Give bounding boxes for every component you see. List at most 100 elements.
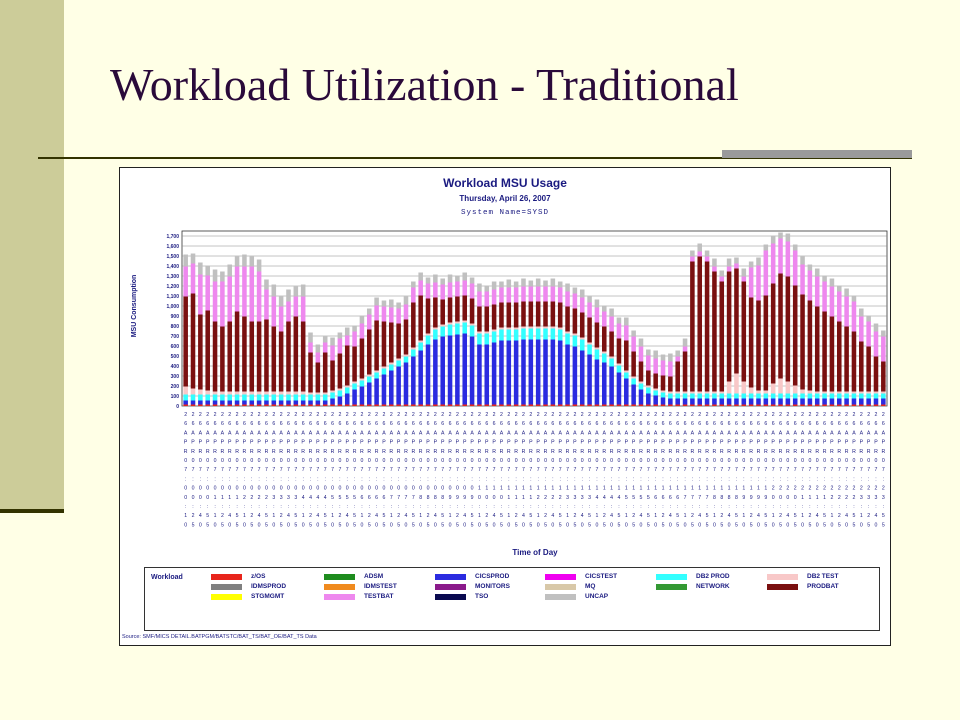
x-tick-char: 6 <box>287 421 290 427</box>
x-tick-char: : <box>258 504 259 510</box>
x-tick-char: : <box>743 504 744 510</box>
x-tick-char: 0 <box>441 486 444 492</box>
x-tick-char: A <box>661 430 665 436</box>
x-tick-char: R <box>837 449 841 455</box>
bar-segment <box>851 331 857 392</box>
x-tick-char: 6 <box>698 421 701 427</box>
bar-segment <box>455 281 460 297</box>
x-tick-char: 3 <box>588 495 591 501</box>
bar-segment <box>499 327 504 330</box>
x-tick-char: 5 <box>808 522 811 528</box>
x-tick-char: A <box>544 430 548 436</box>
y-axis-title: MSU Consumption <box>131 275 138 338</box>
x-tick-char: 0 <box>507 522 510 528</box>
bar-segment <box>271 394 277 401</box>
x-tick-char: 5 <box>559 513 562 519</box>
x-tick-char: 7 <box>434 467 437 473</box>
bar-segment <box>550 404 556 406</box>
x-tick-char: 0 <box>522 522 525 528</box>
x-tick-char: 1 <box>221 495 224 501</box>
x-tick-char: 2 <box>647 412 650 418</box>
x-tick-char: 6 <box>632 421 635 427</box>
x-tick-char: 0 <box>302 458 305 464</box>
bar-segment <box>234 266 240 312</box>
bar-segment <box>300 391 306 395</box>
x-tick-char: R <box>507 449 511 455</box>
bar-segment <box>220 404 225 406</box>
bar-segment <box>352 381 357 384</box>
x-tick-char: A <box>331 430 335 436</box>
bar-segment <box>770 283 776 384</box>
bar-segment <box>690 393 695 399</box>
x-tick-char: : <box>280 476 281 482</box>
bar-segment <box>433 329 438 340</box>
x-tick-char: 0 <box>338 458 341 464</box>
bar-segment <box>433 274 438 283</box>
bar-segment <box>242 404 247 406</box>
x-tick-char: P <box>735 440 739 446</box>
bar-segment <box>726 266 732 272</box>
x-tick-char: 7 <box>706 467 709 473</box>
bar-segment <box>256 394 262 401</box>
x-tick-char: 2 <box>764 412 767 418</box>
bar-segment <box>528 339 534 405</box>
x-tick-char: 0 <box>566 458 569 464</box>
x-tick-char: 7 <box>405 467 408 473</box>
bar-segment <box>557 281 563 288</box>
x-tick-char: 6 <box>471 421 474 427</box>
bar-segment <box>506 340 512 405</box>
x-tick-char: : <box>714 476 715 482</box>
bar-segment <box>763 244 769 251</box>
x-tick-char: 6 <box>302 421 305 427</box>
x-tick-char: 6 <box>529 421 532 427</box>
bar-segment <box>249 321 255 392</box>
x-tick-char: R <box>735 449 739 455</box>
bar-segment <box>455 334 460 405</box>
bar-segment <box>873 398 879 405</box>
bar-segment <box>234 400 240 405</box>
x-tick-char: 5 <box>353 513 356 519</box>
x-tick-char: : <box>273 504 274 510</box>
x-tick-char: 2 <box>875 486 878 492</box>
bar-segment <box>756 390 761 394</box>
legend-swatch <box>211 584 242 590</box>
x-tick-char: A <box>852 430 856 436</box>
x-tick-char: 5 <box>500 513 503 519</box>
x-tick-char: 2 <box>867 412 870 418</box>
x-tick-char: P <box>764 440 768 446</box>
x-tick-char: 0 <box>669 458 672 464</box>
x-tick-char: : <box>310 504 311 510</box>
bar-segment <box>697 404 703 406</box>
bar-segment <box>682 393 688 399</box>
x-tick-char: : <box>670 504 671 510</box>
bar-segment <box>543 328 548 340</box>
x-tick-char: 4 <box>728 513 731 519</box>
bar-segment <box>374 378 379 405</box>
bar-segment <box>447 274 453 283</box>
x-tick-char: R <box>272 449 276 455</box>
x-tick-char: P <box>757 440 761 446</box>
x-tick-char: 0 <box>603 458 606 464</box>
x-tick-char: : <box>545 476 546 482</box>
bar-segment <box>264 400 269 405</box>
x-tick-char: R <box>793 449 797 455</box>
x-tick-char: 0 <box>706 458 709 464</box>
y-tick-label: 300 <box>171 374 180 380</box>
x-tick-char: 7 <box>324 467 327 473</box>
x-tick-char: 2 <box>214 412 217 418</box>
bar-segment <box>594 322 600 348</box>
bar-segment <box>462 404 468 406</box>
x-tick-char: 7 <box>471 467 474 473</box>
x-tick-char: 5 <box>294 522 297 528</box>
x-tick-char: 5 <box>265 513 268 519</box>
x-tick-char: 6 <box>728 421 731 427</box>
x-tick-char: 2 <box>823 412 826 418</box>
x-tick-char: : <box>574 476 575 482</box>
x-tick-char: 2 <box>192 412 195 418</box>
x-tick-char: : <box>222 476 223 482</box>
bar-segment <box>807 270 813 301</box>
x-tick-char: R <box>382 449 386 455</box>
x-tick-char: 7 <box>618 467 621 473</box>
x-tick-char: P <box>786 440 790 446</box>
x-tick-char: 7 <box>573 467 576 473</box>
